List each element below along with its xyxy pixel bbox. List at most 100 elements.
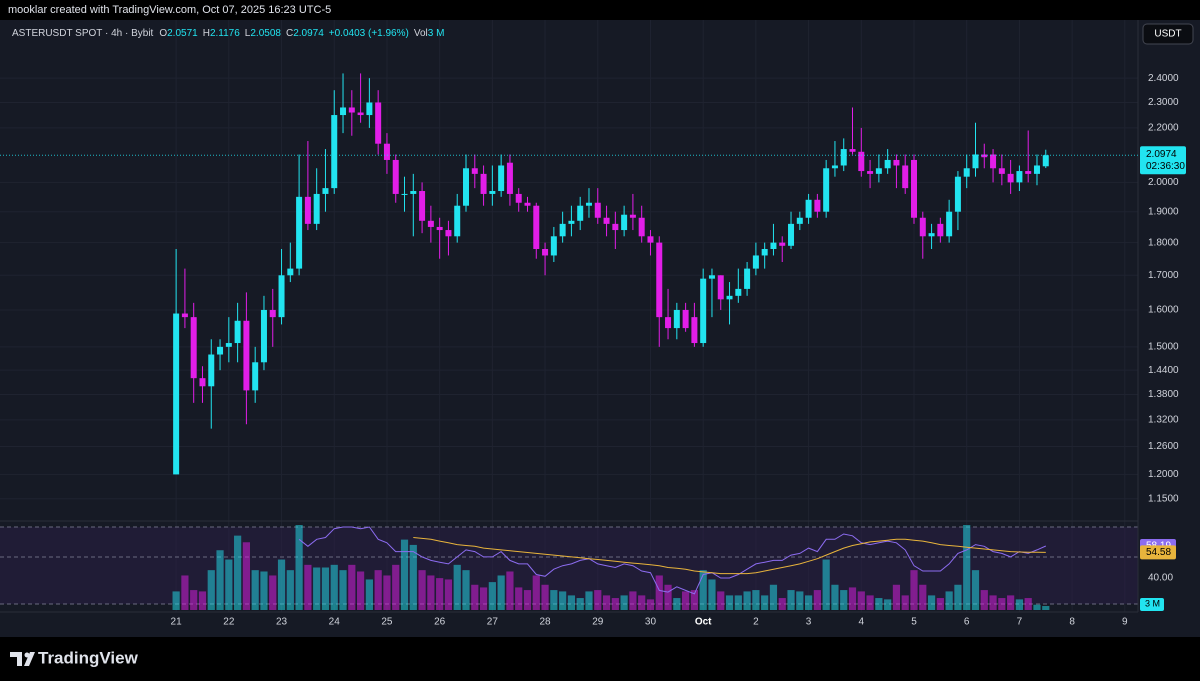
candle-body <box>884 159 891 169</box>
x-tick-label: 21 <box>171 617 183 628</box>
candle-body <box>990 154 997 169</box>
x-tick-label: 27 <box>487 617 499 628</box>
volume-bar <box>717 591 725 610</box>
candle-body <box>946 211 953 237</box>
volume-bar <box>576 598 584 610</box>
volume-bar <box>497 575 505 610</box>
volume-bar <box>778 598 786 610</box>
rsi-ma-value-box <box>1140 545 1176 560</box>
candle-body <box>375 102 382 144</box>
volume-bar <box>444 579 453 610</box>
volume-bar <box>392 564 400 610</box>
legend: ASTERUSDT SPOT · 4h · Bybit O2.0571 H2.117… <box>12 28 444 39</box>
volume-value-label: 3 M <box>1145 598 1160 608</box>
candle-body <box>1007 173 1014 183</box>
candle-body <box>515 193 522 203</box>
candle-body <box>981 154 988 158</box>
last-price-box <box>1140 146 1186 175</box>
y-tick-label: 1.9000 <box>1148 206 1179 217</box>
volume-bar <box>304 564 312 610</box>
candle-body <box>278 275 285 318</box>
countdown: 02:36:30 <box>1146 161 1185 172</box>
x-tick-label: 28 <box>540 617 552 628</box>
currency-button[interactable] <box>1142 23 1194 45</box>
volume-bar <box>207 570 215 610</box>
x-tick-label: 5 <box>911 617 917 628</box>
candle-body <box>770 242 777 249</box>
candle-body <box>638 217 645 237</box>
x-tick-label: 4 <box>859 617 865 628</box>
volume-bar <box>1033 604 1041 610</box>
volume-bar <box>541 584 549 610</box>
volume-bar <box>892 584 901 610</box>
candle-body <box>392 159 399 194</box>
y-tick-label: 2.4000 <box>1148 73 1179 84</box>
volume-bar <box>453 564 461 610</box>
candle-body <box>779 242 786 246</box>
volume-bar <box>1024 598 1032 610</box>
volume-bar <box>190 590 198 610</box>
open-prefix: O <box>159 28 167 39</box>
candle-body <box>542 248 549 256</box>
candle-body <box>673 309 680 329</box>
candle-body <box>287 268 294 276</box>
candle-body <box>383 143 390 160</box>
candle-body <box>735 288 742 296</box>
candle-body <box>340 107 347 116</box>
y-tick-label: 1.2600 <box>1148 441 1179 452</box>
volume-bar <box>462 570 470 610</box>
high-value: 2.1176 <box>210 28 240 39</box>
candle-body <box>498 165 505 192</box>
candle-body <box>875 168 882 174</box>
volume-bar <box>673 598 681 610</box>
volume-bar <box>523 590 532 610</box>
candle-body <box>919 217 926 237</box>
rsi-line <box>298 526 1047 595</box>
y-tick-label: 1.3800 <box>1148 389 1179 400</box>
volume-value: 3 M <box>428 28 445 39</box>
candle-body <box>550 236 557 256</box>
volume-bar <box>251 570 259 610</box>
candle-body <box>1033 165 1040 174</box>
candle-body <box>199 378 206 387</box>
volume-bar <box>436 578 444 610</box>
candle-body <box>480 173 487 194</box>
candle-body <box>313 193 320 224</box>
candle-body <box>691 317 698 344</box>
x-tick-label: 24 <box>329 617 341 628</box>
volume-bar <box>884 599 892 610</box>
volume-bar <box>506 571 514 610</box>
volume-bar <box>831 584 839 610</box>
candle-body <box>708 275 715 279</box>
volume-bar <box>936 598 944 610</box>
volume-bar <box>418 570 426 610</box>
candle-body <box>401 193 408 195</box>
volume-bar <box>277 559 286 610</box>
volume-bar <box>620 595 628 610</box>
candle-body <box>234 320 241 344</box>
currency[interactable]: USDT <box>1154 29 1181 40</box>
volume-bar <box>348 564 356 610</box>
y-tick-label: 2.2000 <box>1148 123 1179 134</box>
candle-body <box>621 214 628 231</box>
low-prefix: L <box>245 28 251 39</box>
logo-dot <box>24 652 30 658</box>
candle-body <box>331 115 338 189</box>
x-tick-label: 2 <box>753 617 759 628</box>
x-tick-label: 29 <box>592 617 604 628</box>
candle-body <box>577 205 584 221</box>
candle-body <box>972 154 979 169</box>
candle-body <box>594 202 601 218</box>
candle-body <box>436 226 443 231</box>
y-tick-label: 2.0000 <box>1148 177 1179 188</box>
volume-bar <box>471 584 479 610</box>
y-tick-label: 1.4400 <box>1148 365 1179 376</box>
candle-body <box>761 248 768 256</box>
volume-bar <box>787 590 795 610</box>
last-price-label: 2.0974 <box>1146 149 1177 160</box>
candle-body <box>954 176 961 212</box>
open-value: 2.0571 <box>167 28 198 39</box>
volume-bar <box>602 595 611 610</box>
volume-bar <box>234 535 242 610</box>
candle-body <box>1042 155 1049 167</box>
